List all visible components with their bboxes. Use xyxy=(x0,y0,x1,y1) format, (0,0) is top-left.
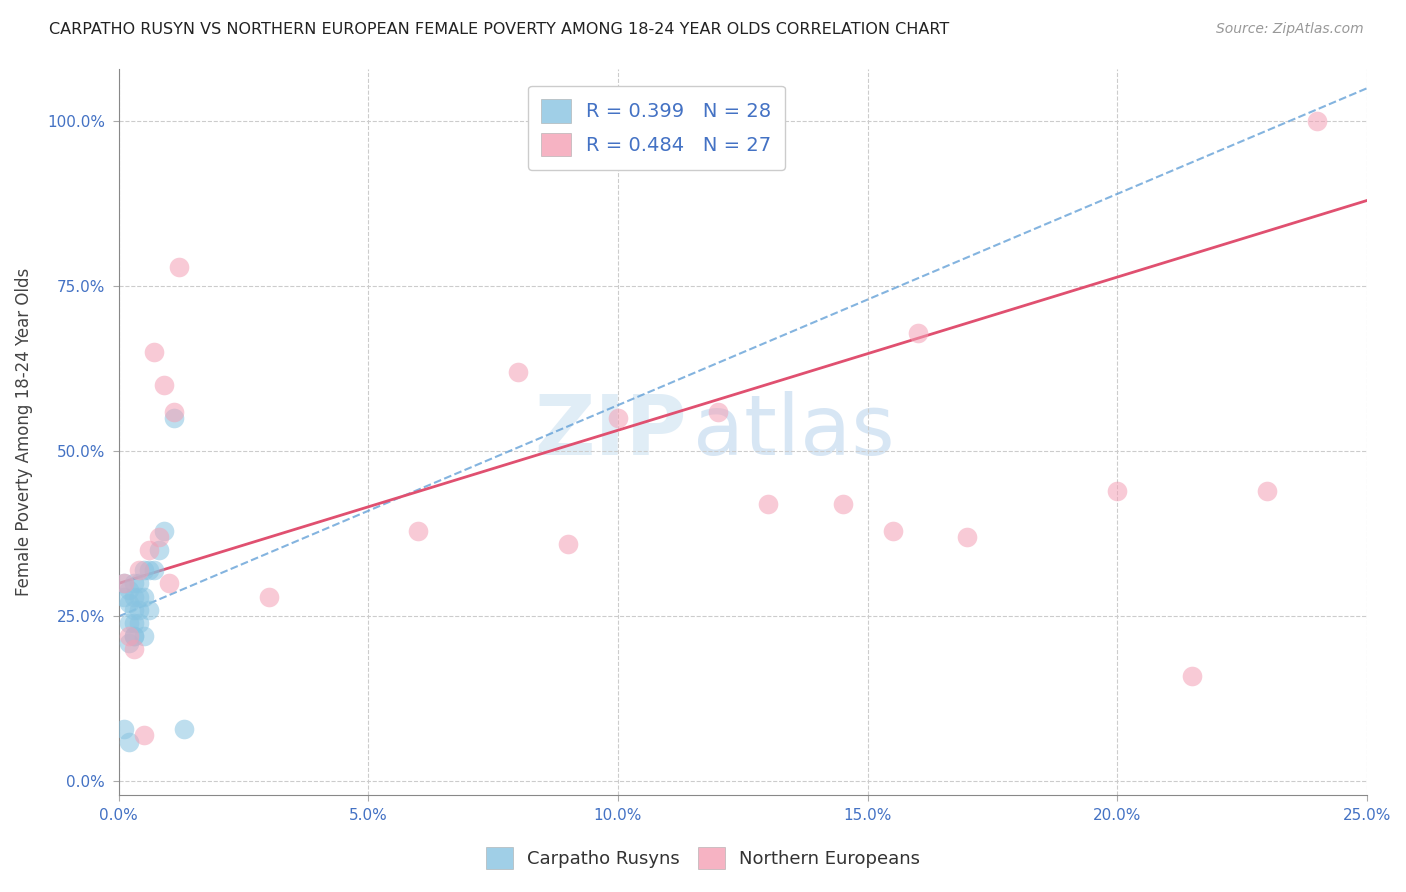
Point xyxy=(163,411,186,425)
Point xyxy=(118,582,141,597)
Point xyxy=(138,563,160,577)
Point xyxy=(142,345,165,359)
Point xyxy=(173,722,195,736)
Point xyxy=(148,543,170,558)
Point xyxy=(163,405,186,419)
Point xyxy=(132,728,155,742)
Legend: Carpatho Rusyns, Northern Europeans: Carpatho Rusyns, Northern Europeans xyxy=(477,838,929,879)
Point xyxy=(128,590,150,604)
Point xyxy=(122,615,145,630)
Text: CARPATHO RUSYN VS NORTHERN EUROPEAN FEMALE POVERTY AMONG 18-24 YEAR OLDS CORRELA: CARPATHO RUSYN VS NORTHERN EUROPEAN FEMA… xyxy=(49,22,949,37)
Point xyxy=(1306,114,1329,128)
Point xyxy=(882,524,904,538)
Point xyxy=(122,629,145,643)
Point xyxy=(607,411,630,425)
Point xyxy=(118,596,141,610)
Y-axis label: Female Poverty Among 18-24 Year Olds: Female Poverty Among 18-24 Year Olds xyxy=(15,268,32,596)
Point xyxy=(1256,483,1278,498)
Text: Source: ZipAtlas.com: Source: ZipAtlas.com xyxy=(1216,22,1364,37)
Point xyxy=(118,636,141,650)
Point xyxy=(112,576,135,591)
Point xyxy=(142,563,165,577)
Point xyxy=(408,524,430,538)
Point xyxy=(508,365,530,379)
Point xyxy=(152,378,174,392)
Point xyxy=(1181,669,1204,683)
Point xyxy=(128,576,150,591)
Point xyxy=(128,563,150,577)
Point xyxy=(167,260,190,274)
Point xyxy=(118,615,141,630)
Point xyxy=(152,524,174,538)
Point xyxy=(122,576,145,591)
Point xyxy=(128,603,150,617)
Point xyxy=(122,590,145,604)
Point xyxy=(122,629,145,643)
Point xyxy=(707,405,730,419)
Point xyxy=(132,629,155,643)
Point xyxy=(257,590,280,604)
Point xyxy=(112,722,135,736)
Point xyxy=(831,497,853,511)
Point xyxy=(956,530,979,544)
Point xyxy=(907,326,929,340)
Point xyxy=(128,615,150,630)
Text: ZIP: ZIP xyxy=(534,391,686,472)
Point xyxy=(112,590,135,604)
Point xyxy=(1107,483,1129,498)
Point xyxy=(138,543,160,558)
Point xyxy=(132,590,155,604)
Point xyxy=(157,576,180,591)
Point xyxy=(112,576,135,591)
Point xyxy=(148,530,170,544)
Text: atlas: atlas xyxy=(693,391,894,472)
Point xyxy=(138,603,160,617)
Point xyxy=(118,629,141,643)
Point xyxy=(118,735,141,749)
Point xyxy=(122,603,145,617)
Legend: R = 0.399   N = 28, R = 0.484   N = 27: R = 0.399 N = 28, R = 0.484 N = 27 xyxy=(527,86,785,169)
Point xyxy=(756,497,779,511)
Point xyxy=(557,537,579,551)
Point xyxy=(132,563,155,577)
Point xyxy=(122,642,145,657)
